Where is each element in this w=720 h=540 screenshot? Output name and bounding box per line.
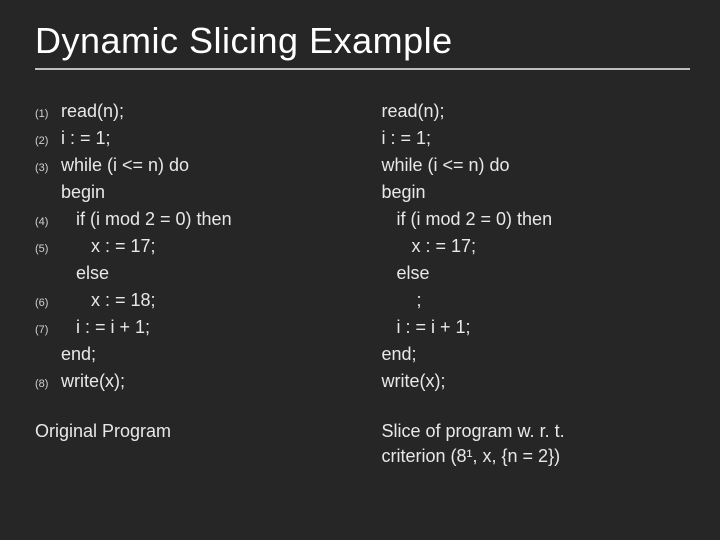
code-text: end;: [382, 341, 417, 368]
code-line: end;: [382, 341, 691, 368]
code-line: end;: [35, 341, 344, 368]
code-text: if (i mod 2 = 0) then: [382, 206, 553, 233]
code-line: (6) x : = 18;: [35, 287, 344, 314]
code-line: else: [35, 260, 344, 287]
code-line: begin: [35, 179, 344, 206]
code-text: read(n);: [61, 98, 124, 125]
line-number: (6): [35, 291, 61, 312]
code-text: i : = i + 1;: [382, 314, 471, 341]
code-text: ;: [382, 287, 422, 314]
code-line: if (i mod 2 = 0) then: [382, 206, 691, 233]
code-line: (5) x : = 17;: [35, 233, 344, 260]
code-text: write(x);: [382, 368, 446, 395]
code-text: end;: [61, 341, 96, 368]
code-line: x : = 17;: [382, 233, 691, 260]
code-text: write(x);: [61, 368, 125, 395]
line-number: (4): [35, 210, 61, 231]
code-line: else: [382, 260, 691, 287]
code-text: i : = 1;: [382, 125, 432, 152]
code-text: x : = 18;: [61, 287, 156, 314]
slide-title: Dynamic Slicing Example: [35, 20, 690, 70]
caption-line: criterion (8¹, x, {n = 2}): [382, 446, 561, 466]
code-text: else: [61, 260, 109, 287]
right-code-block: read(n); i : = 1; while (i <= n) do begi…: [382, 98, 691, 395]
code-line: (2)i : = 1;: [35, 125, 344, 152]
code-line: (8)write(x);: [35, 368, 344, 395]
code-line: begin: [382, 179, 691, 206]
left-caption: Original Program: [35, 419, 344, 444]
code-line: ;: [382, 287, 691, 314]
line-number: (2): [35, 129, 61, 150]
code-line: (1)read(n);: [35, 98, 344, 125]
code-line: i : = 1;: [382, 125, 691, 152]
code-line: write(x);: [382, 368, 691, 395]
code-text: else: [382, 260, 430, 287]
line-number: (5): [35, 237, 61, 258]
code-text: if (i mod 2 = 0) then: [61, 206, 232, 233]
code-line: read(n);: [382, 98, 691, 125]
code-text: x : = 17;: [382, 233, 477, 260]
code-line: (4) if (i mod 2 = 0) then: [35, 206, 344, 233]
code-line: (7) i : = i + 1;: [35, 314, 344, 341]
code-text: read(n);: [382, 98, 445, 125]
right-column: read(n); i : = 1; while (i <= n) do begi…: [382, 98, 691, 469]
right-caption: Slice of program w. r. t. criterion (8¹,…: [382, 419, 691, 469]
line-number: (1): [35, 102, 61, 123]
line-number: (3): [35, 156, 61, 177]
code-text: x : = 17;: [61, 233, 156, 260]
code-line: i : = i + 1;: [382, 314, 691, 341]
code-text: i : = 1;: [61, 125, 111, 152]
line-number: (8): [35, 372, 61, 393]
caption-line: Slice of program w. r. t.: [382, 421, 565, 441]
left-code-block: (1)read(n); (2)i : = 1; (3)while (i <= n…: [35, 98, 344, 395]
code-line: (3)while (i <= n) do: [35, 152, 344, 179]
code-text: begin: [382, 179, 426, 206]
line-number: (7): [35, 318, 61, 339]
columns-container: (1)read(n); (2)i : = 1; (3)while (i <= n…: [35, 98, 690, 469]
code-text: while (i <= n) do: [61, 152, 189, 179]
code-line: while (i <= n) do: [382, 152, 691, 179]
code-text: while (i <= n) do: [382, 152, 510, 179]
left-column: (1)read(n); (2)i : = 1; (3)while (i <= n…: [35, 98, 344, 469]
code-text: begin: [61, 179, 105, 206]
code-text: i : = i + 1;: [61, 314, 150, 341]
